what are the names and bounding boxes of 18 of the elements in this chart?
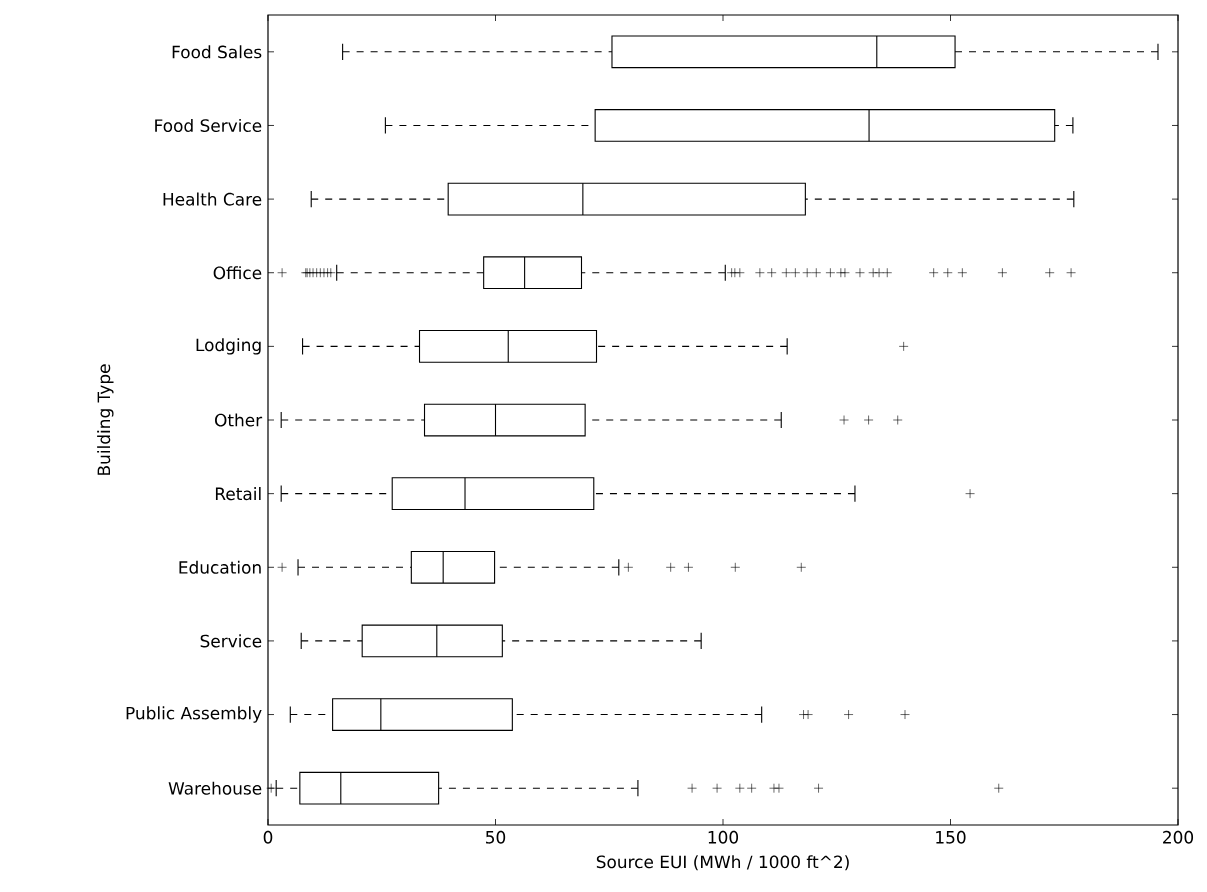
- x-axis-title: Source EUI (MWh / 1000 ft^2): [596, 855, 849, 871]
- y-tick-label: Public Assembly: [126, 706, 262, 723]
- x-tick-label: 150: [936, 830, 966, 844]
- y-tick-label: Service: [200, 634, 262, 648]
- x-tick-label: 0: [263, 830, 273, 844]
- y-tick-label: Retail: [215, 487, 261, 501]
- y-tick-label: Food Sales: [172, 45, 262, 59]
- y-tick-label: Education: [179, 560, 261, 574]
- y-tick-label: Other: [215, 413, 263, 427]
- y-tick-label: Warehouse: [168, 781, 262, 795]
- x-tick-label: 200: [1163, 830, 1194, 844]
- y-axis-title: Building Type: [97, 364, 114, 475]
- x-tick-label: 100: [708, 830, 739, 844]
- x-tick-label: 50: [486, 830, 506, 844]
- y-tick-label: Office: [213, 266, 262, 280]
- y-tick-label: Health Care: [163, 192, 262, 206]
- y-tick-label: Food Service: [155, 118, 262, 133]
- y-tick-label: Lodging: [196, 338, 261, 355]
